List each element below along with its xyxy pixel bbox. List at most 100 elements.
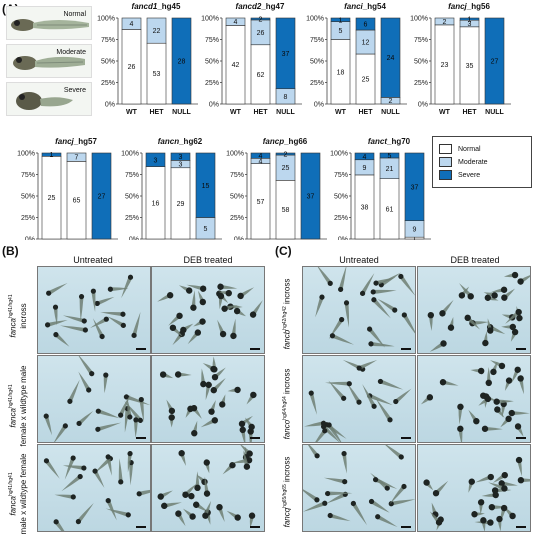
bar-segment-severe	[170, 152, 191, 161]
y-tick-label: 0%	[25, 237, 35, 241]
category-label: WT	[335, 109, 347, 116]
category-label: NULL	[172, 109, 191, 116]
scale-bar	[250, 348, 260, 350]
data-label: 25	[282, 165, 290, 172]
bar-segment-severe	[354, 152, 375, 161]
legend-swatch-normal	[439, 144, 452, 154]
data-label: 21	[386, 166, 394, 173]
data-label: 58	[282, 207, 290, 214]
data-label: 9	[363, 165, 367, 172]
bar-segment-severe	[250, 17, 271, 21]
sample-label-moderate: Moderate	[56, 49, 86, 56]
data-label: 57	[257, 199, 265, 206]
y-tick-label: 50%	[101, 59, 115, 66]
data-label: 4	[259, 158, 263, 165]
bar-segment-severe	[355, 17, 376, 31]
bar-segment-moderate	[434, 17, 455, 26]
y-tick-label: 50%	[334, 194, 348, 201]
data-label: 2	[389, 98, 393, 105]
y-tick-label: 75%	[414, 37, 428, 44]
panel-b-label: (B)	[2, 244, 19, 258]
legend-item-moderate: Moderate	[439, 157, 525, 167]
y-tick-label: 75%	[334, 172, 348, 179]
panel-b-untreated-photo-1	[37, 266, 151, 354]
y-tick-label: 0%	[234, 237, 244, 241]
data-label: 24	[387, 55, 395, 62]
data-label: 3	[154, 157, 158, 164]
panel-c-untreated-photo-2	[302, 355, 416, 443]
y-tick-label: 25%	[230, 215, 244, 222]
y-tick-label: 100%	[17, 151, 35, 158]
data-label: 2	[443, 19, 447, 26]
data-label: 27	[491, 59, 499, 66]
y-tick-label: 75%	[205, 37, 219, 44]
scale-bar	[136, 526, 146, 528]
data-label: 28	[178, 59, 186, 66]
data-label: 3	[179, 154, 183, 161]
panel-b-header-deb: DEB treated	[183, 255, 233, 265]
panel-c-row-2-label: fancohg64/hg64 incross	[282, 368, 292, 440]
y-tick-label: 25%	[414, 80, 428, 87]
y-tick-label: 25%	[310, 80, 324, 87]
y-tick-label: 75%	[230, 172, 244, 179]
bar-segment-severe	[195, 152, 216, 218]
panel-b-untreated-photo-2	[37, 355, 151, 443]
data-label: 12	[362, 40, 370, 47]
data-label: 1	[413, 236, 417, 240]
data-label: 38	[361, 204, 369, 211]
panel-c-deb-photo-1	[417, 266, 531, 354]
data-label: 22	[153, 28, 161, 35]
bar-segment-severe	[380, 17, 401, 98]
data-label: 3	[468, 21, 472, 28]
scale-bar	[516, 526, 526, 528]
data-label: 4	[259, 153, 263, 160]
y-tick-label: 25%	[125, 215, 139, 222]
y-tick-label: 0%	[105, 102, 115, 109]
legend-swatch-severe	[439, 170, 452, 180]
y-tick-label: 75%	[21, 172, 35, 179]
moderate-larva-image	[6, 44, 92, 78]
y-tick-label: 0%	[418, 102, 428, 109]
chart-title: fancj_hg57	[55, 137, 97, 146]
bar-segment-severe	[404, 152, 425, 222]
data-label: 62	[257, 72, 265, 79]
bar-segment-severe	[330, 17, 351, 22]
y-tick-label: 25%	[334, 215, 348, 222]
y-tick-label: 75%	[125, 172, 139, 179]
y-tick-label: 75%	[310, 37, 324, 44]
y-tick-label: 100%	[306, 16, 324, 23]
bar-segment-severe	[250, 152, 271, 159]
scale-bar	[136, 437, 146, 439]
data-label: 53	[153, 71, 161, 78]
data-label: 1	[339, 17, 343, 24]
y-tick-label: 50%	[21, 194, 35, 201]
scale-bar	[250, 526, 260, 528]
data-label: 25	[362, 77, 370, 84]
y-tick-label: 25%	[101, 80, 115, 87]
data-label: 5	[204, 226, 208, 233]
panel-b-header-untreated: Untreated	[73, 255, 113, 265]
chart-title: fancd1_hg45	[131, 2, 181, 11]
panel-c-deb-photo-3	[417, 444, 531, 532]
legend-label-moderate: Moderate	[458, 158, 488, 166]
category-label: HET	[150, 109, 165, 116]
y-tick-label: 0%	[314, 102, 324, 109]
bar-segment-severe	[275, 152, 296, 156]
y-tick-label: 50%	[414, 59, 428, 66]
category-label: NULL	[276, 109, 295, 116]
bar-segment-severe	[379, 152, 400, 159]
data-label: 25	[48, 195, 56, 202]
sample-label-severe: Severe	[63, 87, 86, 94]
data-label: 23	[441, 62, 449, 69]
panel-b-row-2-label: fancahg41/hg41 female x wildtype male	[8, 365, 28, 447]
y-tick-label: 0%	[338, 237, 348, 241]
scale-bar	[136, 348, 146, 350]
legend: Normal Moderate Severe	[432, 136, 532, 188]
scale-bar	[401, 526, 411, 528]
data-label: 65	[73, 198, 81, 205]
data-label: 8	[284, 94, 288, 101]
data-label: 3	[179, 162, 183, 169]
y-tick-label: 75%	[101, 37, 115, 44]
scale-bar	[401, 348, 411, 350]
chart-title: fancn_hg62	[157, 137, 203, 146]
